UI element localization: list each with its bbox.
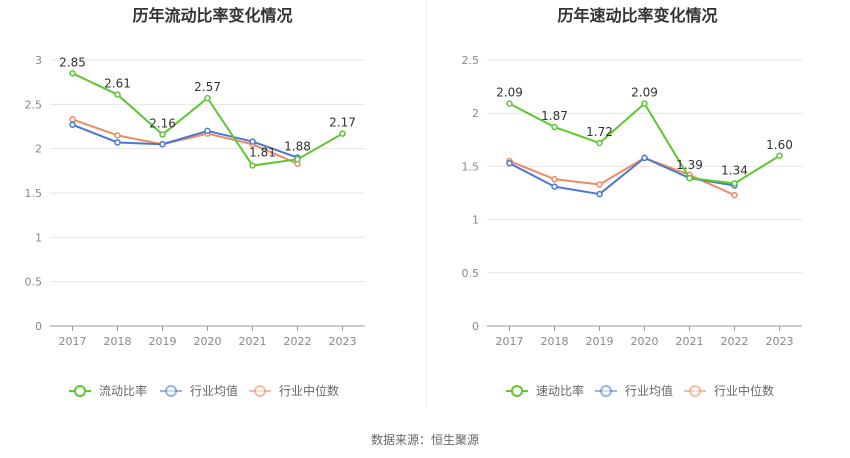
- y-tick-label: 0: [472, 320, 479, 333]
- legend-marker: [165, 385, 177, 397]
- data-point: [159, 140, 166, 148]
- legend-marker: [254, 385, 266, 397]
- data-label: 1.34: [721, 163, 748, 177]
- data-point: [551, 123, 558, 131]
- data-point: [596, 139, 603, 147]
- y-tick-label: 1: [35, 231, 42, 244]
- data-label: 1.72: [586, 125, 613, 139]
- x-tick-label: 2020: [194, 335, 222, 348]
- data-point: [69, 70, 76, 77]
- current-ratio-chart: 历年流动比率变化情况 0 0.5 1 1.5 2 2.5 3 2017 2018 2019 2020…: [0, 0, 425, 420]
- y-tick-label: 0: [35, 320, 42, 333]
- x-tick-label: 2018: [104, 335, 132, 348]
- y-tick-label: 1.5: [25, 187, 43, 200]
- x-tick-label: 2018: [541, 335, 569, 348]
- data-point: [114, 132, 121, 139]
- data-label: 2.16: [149, 116, 176, 130]
- x-tick-label: 2019: [586, 335, 614, 348]
- y-tick-label: 2.5: [462, 54, 480, 67]
- current-ratio-plot: 0 0.5 1 1.5 2 2.5 3 2017 2018 2019 2020 2021 2022 202…: [25, 54, 365, 398]
- x-tick-label: 2019: [149, 335, 177, 348]
- data-point: [159, 131, 166, 138]
- chart-title: 历年流动比率变化情况: [132, 6, 293, 25]
- data-point: [731, 191, 738, 199]
- data-label: 2.57: [194, 80, 221, 94]
- x-tick-label: 2023: [766, 335, 794, 348]
- data-label: 2.61: [104, 77, 131, 91]
- y-tick-label: 2.5: [25, 98, 43, 111]
- y-tick-label: 1.5: [462, 160, 480, 173]
- data-point: [596, 181, 603, 188]
- data-label: 2.09: [631, 86, 658, 100]
- legend-label: 速动比率: [536, 383, 584, 398]
- legend-item[interactable]: 流动比率: [69, 383, 147, 398]
- legend-marker: [511, 385, 523, 397]
- y-tick-label: 3: [35, 54, 42, 67]
- legend-marker: [689, 385, 701, 397]
- legend-label: 行业均值: [190, 383, 238, 398]
- data-point: [114, 139, 121, 146]
- data-point: [69, 121, 76, 128]
- data-label: 1.87: [541, 109, 568, 123]
- x-tick-label: 2022: [284, 335, 312, 348]
- data-point: [204, 94, 211, 102]
- x-tick-label: 2022: [721, 335, 749, 348]
- y-tick-label: 1: [472, 214, 479, 227]
- data-source: 数据来源：恒生聚源: [370, 433, 479, 447]
- legend-item[interactable]: 行业均值: [160, 383, 238, 398]
- panel-divider: [426, 0, 427, 408]
- legend-label: 流动比率: [99, 383, 147, 398]
- legend-item[interactable]: 行业中位数: [684, 383, 774, 398]
- data-point: [551, 175, 558, 183]
- data-label: 1.39: [676, 158, 703, 172]
- series-line: [72, 123, 298, 159]
- x-tick-label: 2021: [676, 335, 704, 348]
- data-point: [114, 91, 121, 98]
- data-label: 1.60: [766, 138, 793, 152]
- legend-item[interactable]: 行业中位数: [249, 383, 339, 398]
- series-line: [72, 118, 298, 165]
- x-tick-label: 2017: [496, 335, 524, 348]
- data-label: 2.17: [329, 116, 356, 130]
- data-point: [776, 152, 783, 160]
- data-point: [339, 130, 346, 137]
- y-tick-label: 2: [35, 143, 42, 156]
- data-point: [686, 174, 693, 182]
- legend-marker: [600, 385, 612, 397]
- x-tick-label: 2017: [59, 335, 87, 348]
- data-point: [249, 162, 256, 169]
- data-point: [731, 180, 738, 187]
- x-tick-label: 2023: [329, 335, 357, 348]
- y-tick-label: 0.5: [25, 276, 43, 289]
- legend-marker: [74, 385, 86, 397]
- legend-label: 行业中位数: [714, 383, 774, 398]
- legend-item[interactable]: 速动比率: [506, 383, 584, 398]
- data-point: [506, 159, 513, 167]
- data-label: 1.81: [249, 146, 276, 160]
- legend-label: 行业均值: [625, 383, 673, 398]
- quick-ratio-chart: 历年速动比率变化情况 0 0.5 1 1.5 2 2.5 2017 2018 2019 2020 2…: [425, 0, 850, 420]
- data-label: 1.88: [284, 139, 311, 153]
- data-label: 2.09: [496, 86, 523, 100]
- data-label: 2.85: [59, 55, 86, 69]
- data-point: [506, 100, 513, 107]
- chart-title: 历年速动比率变化情况: [557, 6, 718, 25]
- data-point: [596, 190, 603, 198]
- legend-item[interactable]: 行业均值: [595, 383, 673, 398]
- data-point: [551, 183, 558, 190]
- data-point: [204, 127, 211, 135]
- data-point: [294, 156, 301, 163]
- data-point: [69, 116, 76, 123]
- x-tick-label: 2021: [239, 335, 267, 348]
- y-tick-label: 0.5: [462, 267, 480, 280]
- data-point: [641, 100, 648, 107]
- data-point: [249, 138, 256, 145]
- legend-label: 行业中位数: [279, 383, 339, 398]
- y-tick-label: 2: [472, 107, 479, 120]
- x-tick-label: 2020: [631, 335, 659, 348]
- quick-ratio-plot: 0 0.5 1 1.5 2 2.5 2017 2018 2019 2020 2021 2022 2023…: [462, 54, 802, 398]
- data-point: [641, 154, 648, 162]
